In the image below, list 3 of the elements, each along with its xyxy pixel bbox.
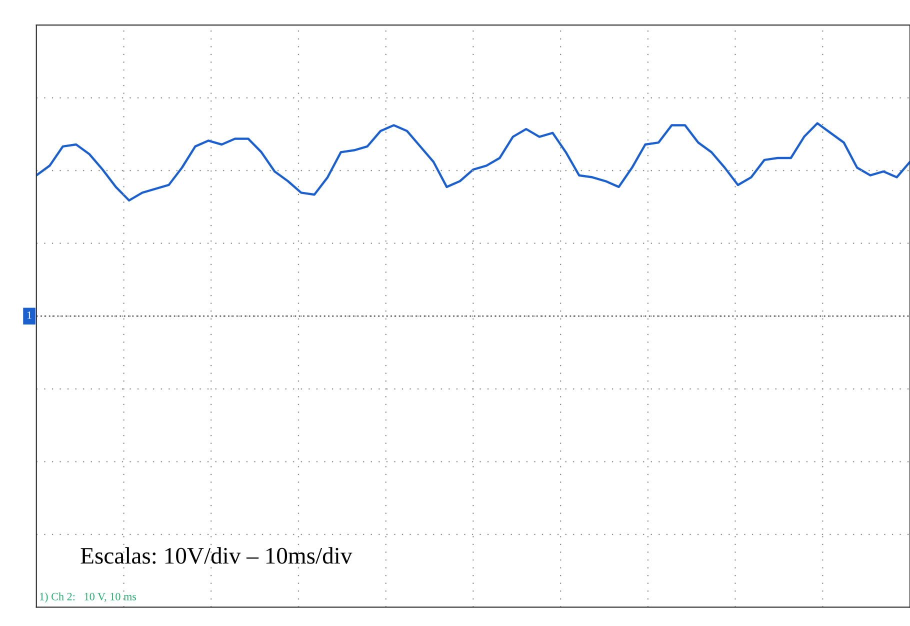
text: 1 [27, 311, 32, 319]
text: 1) Ch 2: 10 V, 10 ms [40, 592, 136, 603]
text: Escalas: 10V/div – 10ms/div [80, 547, 352, 564]
